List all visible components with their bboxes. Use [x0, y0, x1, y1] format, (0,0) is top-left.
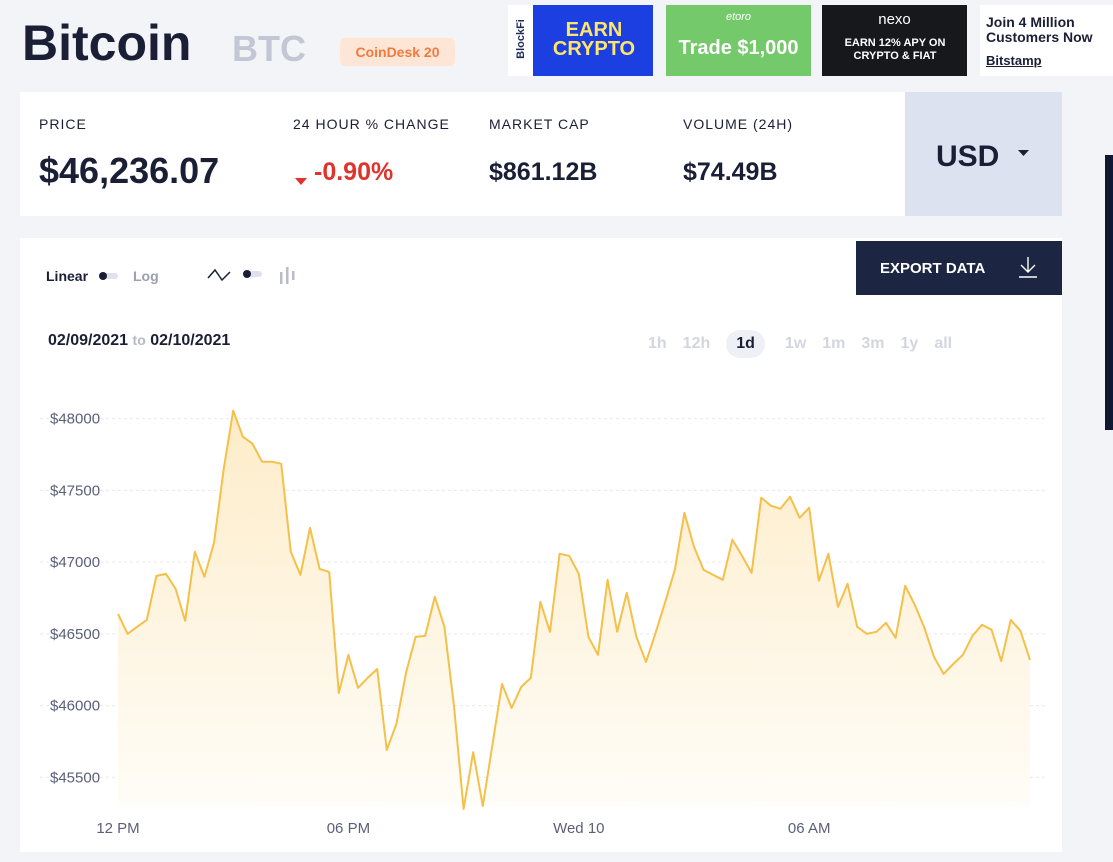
- date-range: 02/09/2021 to 02/10/2021: [48, 332, 230, 350]
- date-to[interactable]: 02/10/2021: [150, 332, 231, 349]
- ad-brand: etoro: [725, 11, 752, 23]
- export-label: EXPORT DATA: [880, 260, 986, 277]
- range-button[interactable]: all: [934, 335, 953, 352]
- ad-brand: BlockFi: [515, 19, 527, 59]
- ad-etoro[interactable]: etoro Trade $1,000: [666, 5, 811, 76]
- stat-label: 24 HOUR % CHANGE: [293, 116, 450, 132]
- x-tick-label: 06 PM: [327, 820, 370, 837]
- currency: USD: [936, 140, 1000, 173]
- stat-label: PRICE: [39, 116, 87, 132]
- stats-panel: PRICE $46,236.07 24 HOUR % CHANGE -0.90%…: [20, 92, 1062, 216]
- stat-label: VOLUME (24H): [683, 116, 794, 132]
- range-buttons: 1h 12h 1d 1w 1m 3m 1y all: [648, 330, 968, 358]
- ad-text: EARN 12% APY ON CRYPTO & FIAT: [844, 37, 946, 62]
- chart: coindesk$45500$46000$46500$47000$47500$4…: [40, 409, 1045, 837]
- y-tick-label: $47000: [50, 554, 100, 571]
- side-ad: [1105, 155, 1113, 430]
- range-button[interactable]: 3m: [861, 335, 885, 352]
- price-line: [117, 409, 1031, 810]
- ad-brand: Bitstamp: [986, 53, 1042, 68]
- ad-text: EARN CRYPTO: [552, 19, 636, 60]
- price-area: [118, 410, 1030, 809]
- y-tick-label: $47500: [50, 482, 100, 499]
- date-sep: to: [132, 332, 146, 348]
- dropdown-caret: [1018, 150, 1029, 156]
- x-tick-label: 06 AM: [788, 820, 831, 837]
- scale-toggle[interactable]: [98, 271, 120, 281]
- range-button[interactable]: 1w: [784, 335, 807, 352]
- stat-value: $74.49B: [683, 158, 778, 186]
- stat-value: $46,236.07: [39, 150, 220, 191]
- y-tick-label: $45500: [50, 769, 100, 786]
- coin-symbol: BTC: [232, 28, 306, 69]
- export-button[interactable]: EXPORT DATA: [856, 241, 1062, 295]
- ad-text: Trade $1,000: [678, 37, 799, 59]
- scale-linear[interactable]: Linear: [46, 268, 89, 284]
- chart-panel: Linear Log EXPORT DATA 02/09/2021 to 02/…: [20, 238, 1062, 852]
- stat-value: $861.12B: [489, 158, 598, 186]
- range-button[interactable]: 1y: [900, 335, 919, 352]
- ad-nexo[interactable]: nexo EARN 12% APY ON CRYPTO & FIAT: [822, 5, 967, 76]
- stat-value: -0.90%: [314, 158, 394, 186]
- chart-type-toggle[interactable]: [206, 264, 301, 286]
- ad-blockfi[interactable]: BlockFi EARN CRYPTO: [508, 5, 653, 76]
- download-icon: [1019, 257, 1037, 278]
- date-from[interactable]: 02/09/2021: [48, 332, 129, 349]
- y-tick-label: $46000: [50, 698, 100, 715]
- stat-label: MARKET CAP: [489, 116, 590, 132]
- index-badge[interactable]: CoinDesk 20: [340, 38, 455, 66]
- ad-bitstamp[interactable]: Join 4 Million Customers Now Bitstamp: [980, 5, 1113, 76]
- range-button[interactable]: 12h: [682, 335, 711, 352]
- range-button[interactable]: 1d: [726, 330, 765, 358]
- currency-select[interactable]: USD: [905, 92, 1062, 216]
- x-tick-label: Wed 10: [553, 820, 604, 837]
- coin-title: Bitcoin: [22, 15, 192, 71]
- y-tick-label: $48000: [50, 411, 100, 428]
- range-button[interactable]: 1m: [822, 335, 846, 352]
- ad-text: Join 4 Million Customers Now: [986, 14, 1093, 45]
- ad-brand: nexo: [878, 11, 911, 28]
- scale-log[interactable]: Log: [133, 268, 159, 284]
- range-button[interactable]: 1h: [648, 335, 667, 352]
- x-tick-label: 12 PM: [96, 820, 139, 837]
- y-tick-label: $46500: [50, 626, 100, 643]
- down-arrow: [295, 178, 307, 185]
